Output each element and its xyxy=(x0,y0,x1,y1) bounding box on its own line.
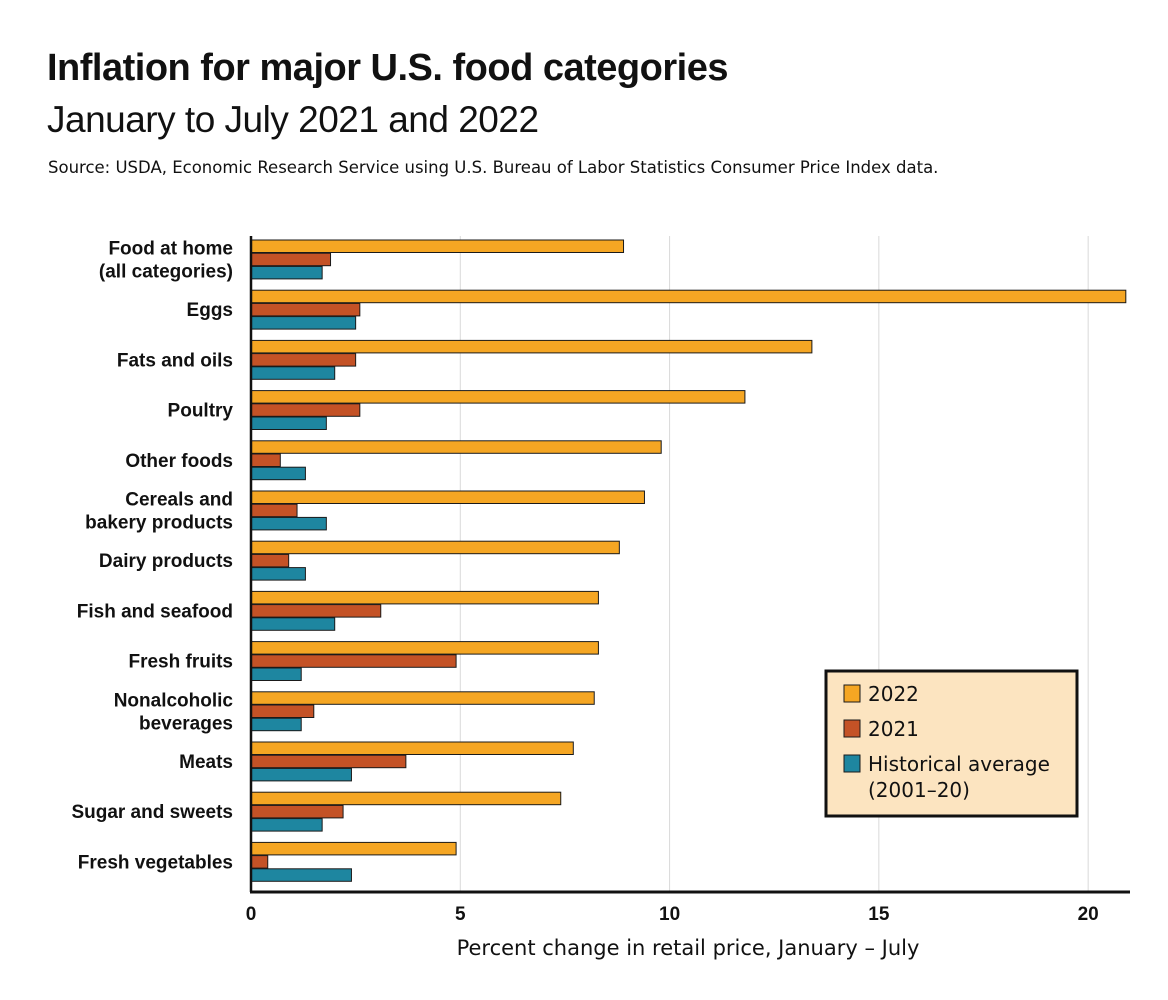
x-tick-label: 0 xyxy=(246,904,257,925)
x-tick-label: 10 xyxy=(659,904,680,925)
bar xyxy=(250,466,306,481)
x-axis-title: Percent change in retail price, January … xyxy=(457,936,920,960)
category-label: Fish and seafood xyxy=(77,601,233,622)
x-tick-label: 15 xyxy=(868,904,890,925)
bar xyxy=(250,704,315,718)
bar xyxy=(250,791,562,806)
bar xyxy=(250,641,599,655)
bar xyxy=(250,339,813,354)
x-tick-label: 5 xyxy=(455,904,466,925)
bar xyxy=(250,590,599,605)
category-label: Other foods xyxy=(125,451,233,472)
bar xyxy=(250,855,269,869)
legend-label: Historical average xyxy=(868,752,1050,776)
category-label: Food at home xyxy=(108,238,233,259)
chart-title: Inflation for major U.S. food categories xyxy=(47,47,728,89)
bar xyxy=(250,265,323,280)
bar xyxy=(250,516,327,531)
category-label: Poultry xyxy=(168,401,234,422)
bar xyxy=(250,767,352,782)
category-label: Cereals and xyxy=(125,489,233,510)
chart-subtitle: January to July 2021 and 2022 xyxy=(47,99,539,140)
bar xyxy=(250,691,595,705)
bar xyxy=(250,741,574,755)
category-label: bakery products xyxy=(85,512,233,533)
bar xyxy=(250,252,332,267)
legend-label: (2001–20) xyxy=(868,778,970,802)
bar xyxy=(250,353,357,367)
category-label: Dairy products xyxy=(99,551,233,572)
bar xyxy=(250,804,344,819)
category-label: beverages xyxy=(139,713,233,734)
bar xyxy=(250,754,407,769)
x-tick-label: 20 xyxy=(1078,904,1099,925)
category-label: Meats xyxy=(179,752,233,773)
bar xyxy=(250,390,746,404)
bar xyxy=(250,841,457,856)
legend-box xyxy=(824,669,1079,818)
category-label: Fresh vegetables xyxy=(78,852,233,873)
legend-label: 2021 xyxy=(868,717,919,741)
category-label: Nonalcoholic xyxy=(114,690,234,711)
bar xyxy=(250,453,281,467)
bar xyxy=(250,818,323,832)
bar xyxy=(250,316,357,330)
source-note: Source: USDA, Economic Research Service … xyxy=(48,158,939,177)
bar xyxy=(250,239,625,253)
bar xyxy=(250,654,457,668)
bar xyxy=(250,416,327,430)
bar xyxy=(250,717,302,732)
bar xyxy=(250,553,290,568)
bar xyxy=(250,604,382,618)
bar xyxy=(250,540,620,555)
category-label: Eggs xyxy=(187,300,233,321)
bar xyxy=(250,567,306,581)
legend-swatch xyxy=(843,754,861,773)
bar xyxy=(250,617,336,631)
bar xyxy=(250,440,662,454)
bar xyxy=(250,403,361,417)
category-label: (all categories) xyxy=(99,261,233,282)
category-label: Fresh fruits xyxy=(128,652,233,673)
bar xyxy=(250,366,336,380)
bar xyxy=(250,289,1127,304)
legend-swatch xyxy=(843,719,861,738)
legend-swatch xyxy=(843,684,861,703)
bar xyxy=(250,868,352,882)
category-label: Sugar and sweets xyxy=(71,802,233,823)
bar xyxy=(250,490,645,504)
bar xyxy=(250,667,302,681)
category-label: Fats and oils xyxy=(117,350,233,371)
bar xyxy=(250,503,298,518)
bar xyxy=(250,302,361,317)
legend-label: 2022 xyxy=(868,682,919,706)
